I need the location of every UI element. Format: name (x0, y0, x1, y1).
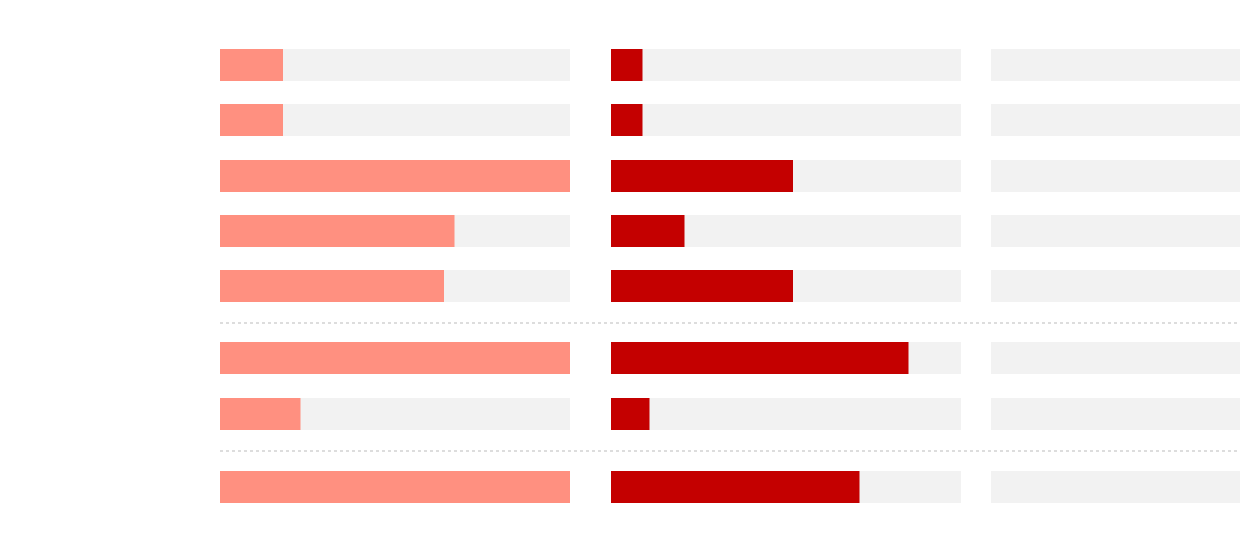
bar (611, 398, 650, 430)
bar-track (991, 471, 1240, 503)
bar-track (991, 342, 1240, 374)
bar-track (991, 104, 1240, 136)
bar (220, 215, 455, 247)
bar (611, 160, 793, 192)
bar-track (991, 49, 1240, 81)
bar (611, 270, 793, 302)
bar-track (611, 398, 961, 430)
bar (220, 398, 301, 430)
bar (611, 215, 685, 247)
bar (611, 104, 643, 136)
bar-track (611, 104, 961, 136)
bar (220, 160, 570, 192)
bar (611, 342, 909, 374)
bar (220, 471, 570, 503)
bar (220, 49, 283, 81)
bar (220, 342, 570, 374)
bar (220, 270, 444, 302)
bar-track (991, 270, 1240, 302)
bar-track (991, 215, 1240, 247)
bar-track (611, 49, 961, 81)
bar-track (991, 398, 1240, 430)
bar (611, 49, 643, 81)
bar (220, 104, 283, 136)
bar-track (991, 160, 1240, 192)
bar (611, 471, 860, 503)
